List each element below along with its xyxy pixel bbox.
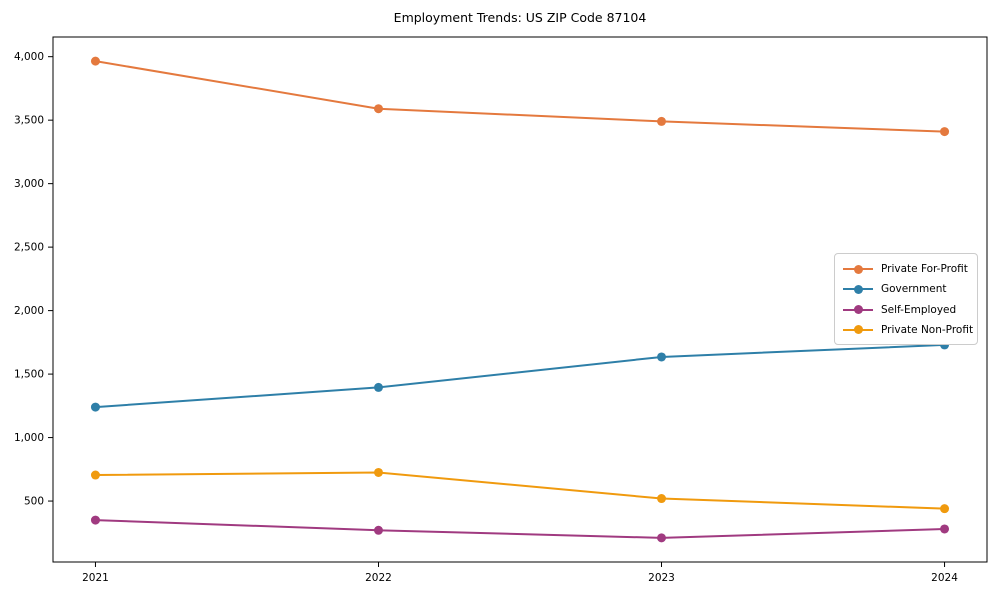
- legend: Private For-Profit Government Self-Employe…: [834, 253, 978, 345]
- legend-dot-icon: [853, 305, 863, 315]
- data-point: [657, 533, 667, 543]
- y-tick-label: 500: [24, 496, 44, 508]
- series-line: [94, 471, 946, 510]
- legend-marker-icon: [843, 325, 873, 335]
- data-point: [90, 402, 100, 412]
- data-point: [90, 515, 100, 525]
- data-point: [373, 525, 383, 535]
- data-point: [90, 56, 100, 66]
- x-tick-label: 2023: [648, 572, 675, 584]
- legend-label: Self-Employed: [881, 303, 957, 316]
- legend-label: Private Non-Profit: [881, 323, 974, 336]
- x-tick-label: 2021: [82, 572, 109, 584]
- legend-marker-icon: [843, 305, 873, 315]
- y-tick-label: 3,500: [14, 115, 44, 127]
- y-tick-label: 2,500: [14, 242, 44, 254]
- series-line: [94, 343, 946, 409]
- y-tick-label: 1,000: [14, 432, 44, 444]
- legend-dot-icon: [853, 264, 863, 274]
- x-tick-label: 2024: [931, 572, 958, 584]
- legend-marker-icon: [843, 264, 873, 274]
- y-tick-label: 4,000: [14, 51, 44, 63]
- data-point: [373, 467, 383, 477]
- data-point: [940, 504, 950, 514]
- legend-item: Self-Employed: [843, 300, 969, 320]
- data-point: [940, 127, 950, 137]
- plot-box: [52, 36, 988, 563]
- legend-dot-icon: [853, 325, 863, 335]
- legend-label: Private For-Profit: [881, 263, 968, 276]
- legend-label: Government: [881, 283, 947, 296]
- y-tick-label: 3,000: [14, 178, 44, 190]
- legend-marker-icon: [843, 284, 873, 294]
- data-point: [373, 382, 383, 392]
- series-line: [94, 60, 946, 133]
- legend-item: Private For-Profit: [843, 259, 969, 279]
- legend-dot-icon: [853, 284, 863, 294]
- data-point: [657, 116, 667, 126]
- legend-item: Private Non-Profit: [843, 320, 973, 340]
- data-point: [940, 524, 950, 534]
- data-point: [657, 352, 667, 362]
- series-line: [94, 519, 946, 539]
- y-tick-label: 2,000: [14, 305, 44, 317]
- chart-title: Employment Trends: US ZIP Code 87104: [393, 10, 647, 25]
- data-point: [657, 494, 667, 504]
- x-tick-label: 2022: [365, 572, 392, 584]
- y-tick-label: 1,500: [14, 369, 44, 381]
- data-point: [90, 470, 100, 480]
- data-point: [373, 104, 383, 114]
- legend-item: Government: [843, 279, 969, 299]
